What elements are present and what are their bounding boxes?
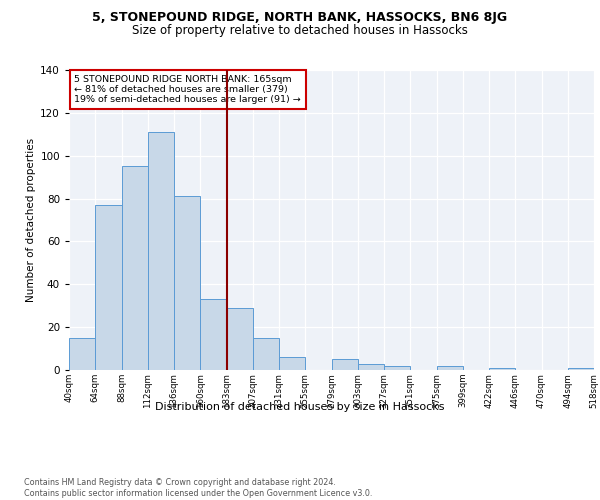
Text: 5, STONEPOUND RIDGE, NORTH BANK, HASSOCKS, BN6 8JG: 5, STONEPOUND RIDGE, NORTH BANK, HASSOCK… (92, 11, 508, 24)
Bar (279, 357, 305, 370)
Bar (437, 366, 463, 370)
Bar (253, 338, 279, 370)
Bar (358, 364, 384, 370)
Bar (69, 338, 95, 370)
Text: Distribution of detached houses by size in Hassocks: Distribution of detached houses by size … (155, 402, 445, 412)
Bar (148, 132, 174, 370)
Bar (200, 300, 227, 370)
Text: Contains HM Land Registry data © Crown copyright and database right 2024.
Contai: Contains HM Land Registry data © Crown c… (24, 478, 373, 498)
Bar (568, 368, 594, 370)
Bar (489, 368, 515, 370)
Bar (121, 166, 148, 370)
Bar (174, 196, 200, 370)
Bar (227, 308, 253, 370)
Y-axis label: Number of detached properties: Number of detached properties (26, 138, 36, 302)
Bar (384, 366, 410, 370)
Bar (331, 360, 358, 370)
Text: 5 STONEPOUND RIDGE NORTH BANK: 165sqm
← 81% of detached houses are smaller (379): 5 STONEPOUND RIDGE NORTH BANK: 165sqm ← … (74, 74, 301, 104)
Text: Size of property relative to detached houses in Hassocks: Size of property relative to detached ho… (132, 24, 468, 37)
Bar (95, 205, 121, 370)
